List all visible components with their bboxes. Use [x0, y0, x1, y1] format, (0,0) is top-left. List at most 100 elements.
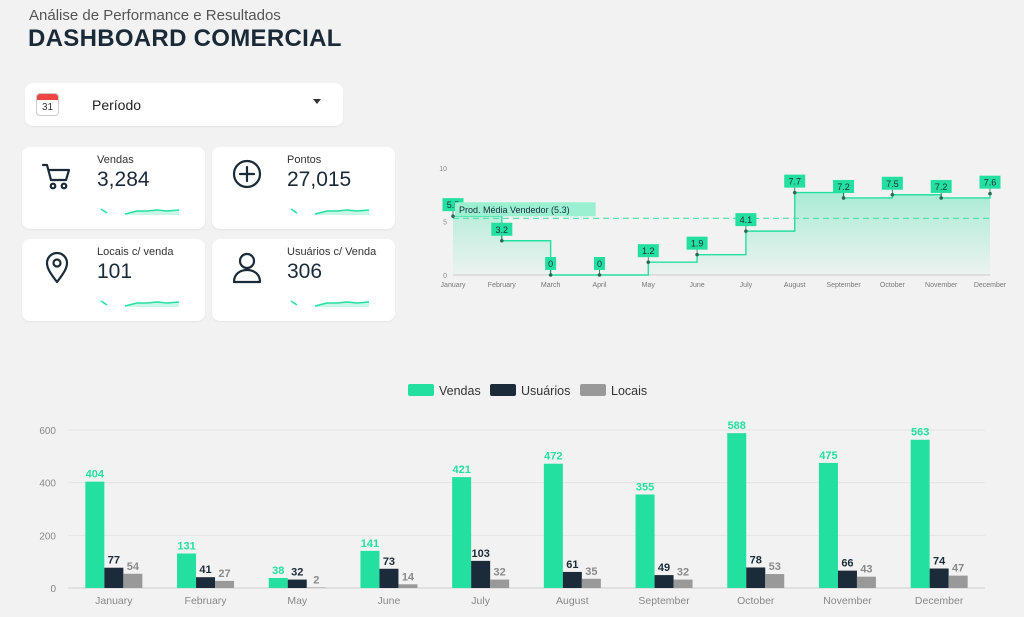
bar [543, 463, 563, 588]
legend-label: Vendas [439, 384, 481, 398]
x-tick-label: February [185, 595, 228, 607]
bar [765, 574, 785, 588]
bar [215, 580, 235, 588]
kpi-card-vendas: Vendas 3,284 [22, 147, 205, 229]
data-label: 4.1 [740, 215, 753, 225]
bar [196, 577, 216, 588]
bar [581, 578, 601, 588]
chevron-down-icon[interactable] [313, 99, 321, 104]
data-label-box [637, 244, 659, 258]
kpi-label: Vendas [97, 154, 134, 166]
data-label: 1.2 [642, 246, 655, 256]
x-tick-label: October [737, 595, 775, 607]
data-label: 7.2 [935, 182, 948, 192]
bar [123, 573, 143, 588]
bar [818, 462, 838, 588]
sparkline [100, 208, 180, 215]
period-filter[interactable]: 31 Período [25, 83, 343, 126]
bar-value-label: 103 [471, 548, 489, 560]
bar [746, 567, 766, 588]
x-tick-label: March [541, 282, 561, 289]
bar [654, 575, 674, 588]
bar-value-label: 27 [218, 568, 230, 580]
legend-swatch [490, 384, 516, 396]
bar-value-label: 2 [313, 574, 319, 586]
x-tick-label: January [95, 595, 133, 607]
bar [856, 576, 876, 588]
kpi-value: 3,284 [97, 168, 150, 191]
bar [104, 567, 124, 588]
bar-value-label: 54 [127, 561, 140, 573]
monthly-bar-chart: Vendas Usuários Locais 0 200 400 600 404 77 54 Jan… [39, 384, 985, 607]
y-tick-label: 0 [50, 584, 56, 595]
page-subtitle: Análise de Performance e Resultados [29, 7, 281, 24]
y-tick-label: 600 [39, 426, 56, 437]
bar-value-label: 472 [544, 451, 562, 463]
y-tick-label: 10 [439, 166, 447, 173]
bar [177, 553, 197, 588]
legend-label: Usuários [521, 384, 570, 398]
bar [85, 481, 105, 588]
legend-label: Locais [611, 384, 647, 398]
bar-value-label: 47 [952, 563, 964, 575]
data-label: 7.5 [886, 179, 899, 189]
y-tick-label: 200 [39, 531, 56, 542]
data-label: 5.5 [447, 200, 460, 210]
bar-value-label: 35 [585, 566, 597, 578]
map-pin-icon [45, 251, 69, 284]
data-label-box [930, 179, 952, 193]
legend-swatch [408, 384, 434, 396]
bar [929, 568, 949, 588]
data-label-box [686, 236, 708, 250]
data-label-box [833, 179, 855, 193]
bar [306, 587, 326, 588]
data-label: 0 [597, 259, 602, 269]
average-label: Prod. Média Vendedor (5.3) [459, 205, 570, 215]
bar [471, 560, 491, 588]
kpi-label: Pontos [287, 154, 322, 166]
bar [673, 579, 693, 588]
kpi-label: Usuários c/ Venda [287, 246, 377, 258]
bar-value-label: 404 [86, 469, 105, 481]
bar [452, 477, 472, 588]
bar-value-label: 355 [636, 482, 654, 494]
bar-value-label: 66 [841, 558, 853, 570]
x-tick-label: April [592, 282, 606, 289]
bar-value-label: 475 [819, 450, 837, 462]
kpi-value: 306 [287, 260, 323, 283]
x-tick-label: September [638, 595, 690, 607]
x-tick-label: December [974, 282, 1007, 289]
calendar-icon: 31 [36, 93, 59, 116]
bar-value-label: 563 [911, 427, 929, 439]
x-tick-label: January [441, 282, 466, 289]
bar [727, 433, 747, 588]
data-label-box [979, 175, 1001, 189]
plus-circle-icon [232, 159, 262, 189]
kpi-card-pontos: Pontos 27,015 [212, 147, 395, 229]
bar-value-label: 421 [452, 464, 470, 476]
sparkline [100, 300, 180, 307]
x-tick-label: June [378, 595, 401, 607]
bar-value-label: 38 [272, 565, 284, 577]
x-tick-label: July [740, 282, 753, 289]
data-label-box [784, 174, 806, 188]
data-label: 7.6 [984, 178, 997, 188]
bar [948, 575, 968, 588]
bar-value-label: 41 [199, 564, 211, 576]
bar-value-label: 32 [291, 567, 303, 579]
kpi-card-usuarios: Usuários c/ Venda 306 [212, 239, 395, 321]
bar [398, 584, 418, 588]
bar-value-label: 77 [108, 555, 120, 567]
bar [287, 579, 307, 588]
data-label-box [545, 257, 557, 270]
average-label-box [455, 202, 596, 217]
x-tick-label: August [784, 282, 806, 289]
bar-value-label: 43 [860, 564, 872, 576]
sparkline [290, 300, 370, 307]
kpi-value: 27,015 [287, 168, 352, 191]
bar-value-label: 32 [494, 567, 506, 579]
data-label-box [593, 257, 605, 270]
y-tick-label: 0 [443, 273, 447, 280]
cart-icon [41, 163, 71, 190]
bar-value-label: 141 [361, 538, 379, 550]
